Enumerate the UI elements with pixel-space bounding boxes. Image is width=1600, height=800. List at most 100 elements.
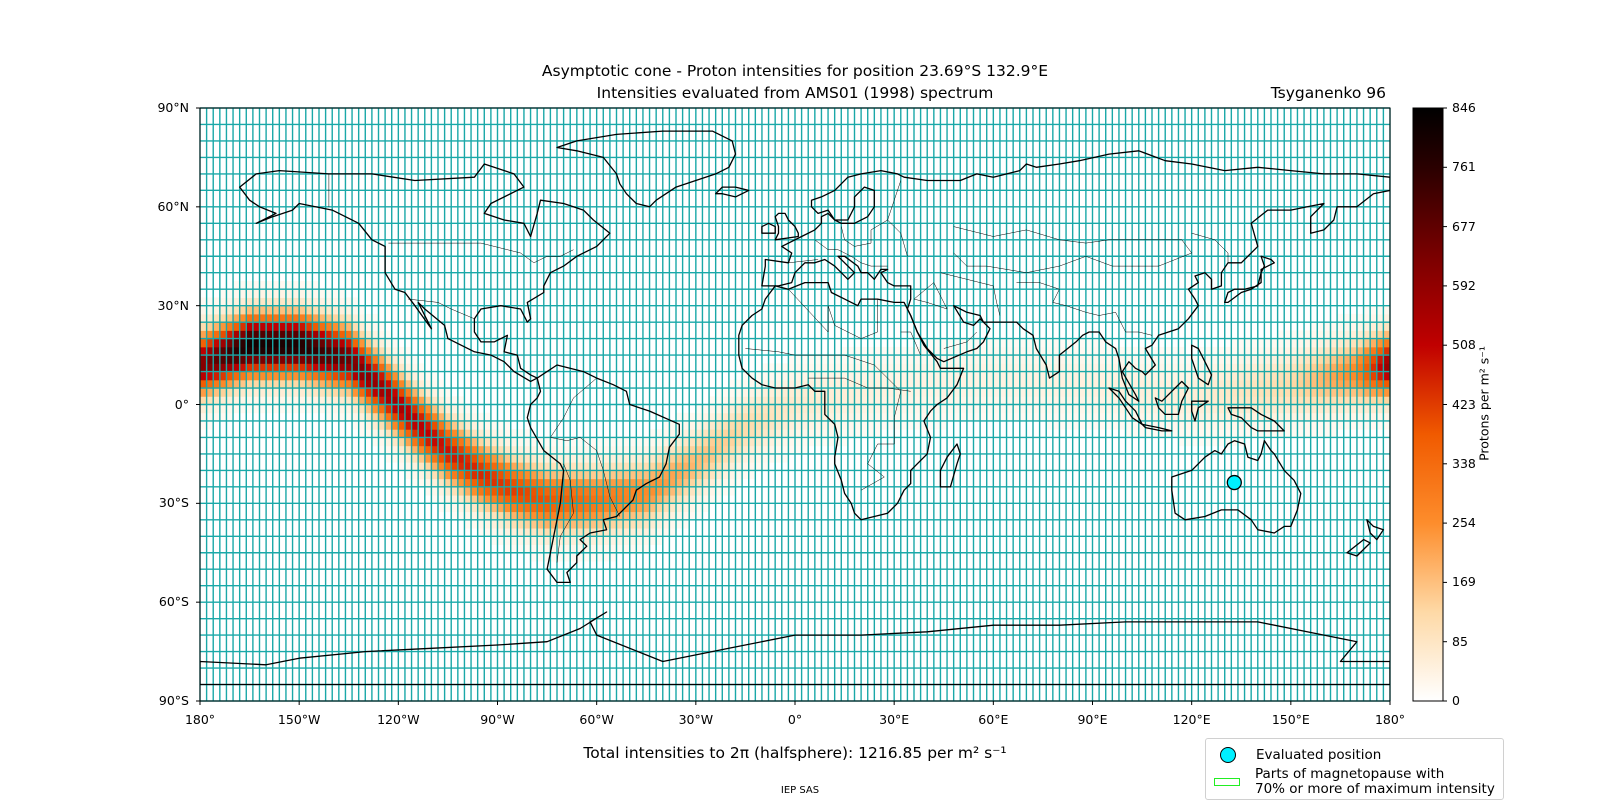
intensity-cell: [623, 462, 631, 471]
intensity-cell: [1297, 346, 1305, 356]
intensity-cell: [451, 404, 459, 414]
intensity-cell: [431, 495, 439, 504]
intensity-cell: [345, 363, 353, 373]
intensity-cell: [338, 363, 346, 373]
intensity-cell: [821, 355, 829, 364]
intensity-cell: [847, 363, 855, 373]
intensity-cell: [828, 379, 836, 389]
intensity-cell: [292, 404, 300, 414]
intensity-cell: [947, 396, 955, 405]
intensity-cell: [1125, 346, 1133, 356]
intensity-cell: [484, 462, 492, 471]
intensity-cell: [629, 544, 637, 554]
intensity-cell: [1039, 338, 1047, 348]
intensity-cell: [1383, 412, 1390, 422]
intensity-cell: [682, 453, 690, 463]
intensity-cell: [728, 420, 736, 430]
intensity-cell: [451, 437, 459, 447]
intensity-cell: [755, 420, 763, 430]
intensity-cell: [1251, 420, 1259, 430]
intensity-cell: [847, 371, 855, 381]
intensity-cell: [285, 322, 294, 331]
intensity-cell: [404, 404, 413, 414]
country-border: [556, 463, 574, 563]
intensity-cell: [312, 363, 320, 373]
intensity-cell: [1356, 379, 1365, 389]
intensity-cell: [1211, 388, 1219, 397]
intensity-cell: [1204, 404, 1212, 414]
intensity-cell: [490, 503, 498, 513]
intensity-cell: [854, 412, 862, 422]
intensity-cell: [808, 355, 816, 364]
intensity-cell: [1138, 404, 1146, 414]
intensity-cell: [490, 470, 498, 480]
intensity-cell: [1046, 379, 1054, 389]
intensity-cell: [662, 511, 670, 521]
intensity-cell: [259, 388, 267, 397]
intensity-cell: [1019, 346, 1027, 356]
intensity-cell: [233, 305, 241, 315]
lon-tick-label: 120°E: [1172, 712, 1211, 727]
intensity-cell: [583, 495, 591, 504]
intensity-cell: [1066, 371, 1074, 381]
intensity-cell: [933, 412, 941, 422]
evaluated-position-marker[interactable]: [1226, 474, 1242, 491]
intensity-cell: [682, 495, 690, 504]
intensity-cell: [219, 379, 227, 389]
intensity-cell: [292, 305, 300, 315]
intensity-cell: [1165, 404, 1173, 414]
intensity-cell: [1284, 420, 1292, 430]
intensity-cell: [1019, 363, 1027, 373]
intensity-cell: [523, 478, 532, 488]
intensity-cell: [682, 445, 690, 455]
intensity-cell: [312, 330, 320, 340]
intensity-cell: [695, 453, 703, 463]
intensity-cell: [497, 453, 505, 463]
intensity-cell: [332, 363, 340, 373]
intensity-cell: [352, 371, 360, 381]
intensity-cell: [894, 396, 902, 405]
intensity-cell: [966, 355, 974, 364]
intensity-cell: [200, 420, 208, 430]
intensity-cell: [352, 396, 360, 405]
intensity-cell: [623, 544, 631, 554]
intensity-cell: [1310, 388, 1318, 397]
intensity-cell: [206, 388, 214, 397]
intensity-cell: [233, 404, 241, 414]
intensity-cell: [1264, 371, 1272, 381]
intensity-cell: [1165, 355, 1173, 364]
intensity-cell: [960, 355, 968, 364]
intensity-cell: [973, 396, 981, 405]
intensity-cell: [1231, 388, 1239, 397]
intensity-cell: [272, 289, 280, 298]
intensity-cell: [1363, 355, 1371, 364]
intensity-cell: [1204, 420, 1212, 430]
intensity-cell: [517, 453, 525, 463]
intensity-cell: [583, 503, 591, 513]
intensity-cell: [1317, 355, 1325, 364]
intensity-cell: [378, 355, 386, 364]
intensity-cell: [709, 462, 717, 471]
intensity-cell: [1019, 371, 1027, 381]
intensity-cell: [914, 371, 922, 381]
intensity-cell: [206, 338, 214, 348]
intensity-cell: [1251, 412, 1259, 422]
intensity-cell: [788, 388, 796, 397]
intensity-cell: [206, 379, 214, 389]
intensity-cell: [510, 519, 518, 529]
intensity-cell: [404, 445, 413, 455]
intensity-cell: [1125, 412, 1133, 422]
intensity-cell: [1337, 420, 1345, 430]
intensity-cell: [1178, 420, 1186, 430]
intensity-cell: [1006, 404, 1014, 414]
intensity-cell: [590, 503, 598, 513]
intensity-cell: [411, 355, 419, 364]
intensity-cell: [676, 445, 684, 455]
intensity-cell: [880, 420, 889, 430]
intensity-cell: [1271, 355, 1279, 364]
intensity-cell: [358, 379, 366, 389]
intensity-cell: [999, 338, 1008, 348]
intensity-cell: [292, 355, 300, 364]
intensity-cell: [1310, 412, 1318, 422]
intensity-cell: [636, 453, 644, 463]
